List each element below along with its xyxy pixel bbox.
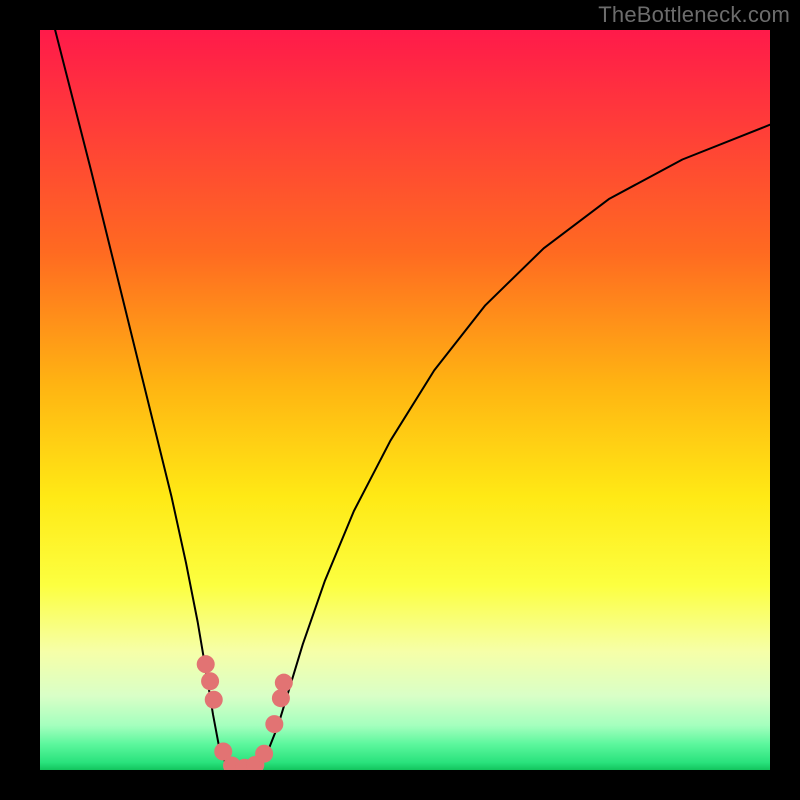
curve-marker bbox=[205, 691, 223, 709]
curve-marker bbox=[201, 672, 219, 690]
curve-marker bbox=[265, 715, 283, 733]
gradient-background bbox=[40, 30, 770, 770]
curve-marker bbox=[255, 745, 273, 763]
curve-marker bbox=[272, 689, 290, 707]
chart-container: TheBottleneck.com bbox=[0, 0, 800, 800]
watermark-label: TheBottleneck.com bbox=[598, 2, 790, 28]
curve-marker bbox=[275, 674, 293, 692]
bottleneck-chart bbox=[0, 0, 800, 800]
curve-marker bbox=[197, 655, 215, 673]
